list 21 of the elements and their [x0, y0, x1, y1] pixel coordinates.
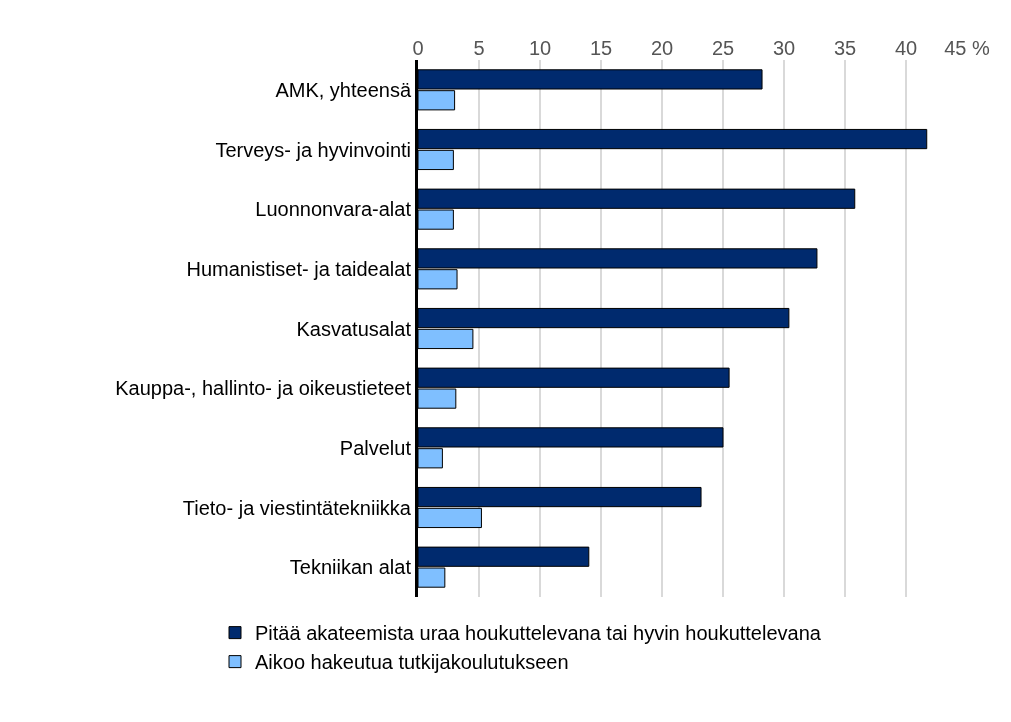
- y-tick-label: Palvelut: [339, 436, 412, 459]
- y-tick-label: Tieto- ja viestintätekniikka: [182, 496, 412, 519]
- x-tick-label: 35: [833, 37, 857, 59]
- x-tick-label: 40: [894, 37, 918, 59]
- y-tick-label: Luonnonvara-alat: [255, 198, 412, 221]
- y-tick-label: Humanistiset- ja taidealat: [186, 257, 412, 280]
- x-tick-label: 0: [412, 37, 424, 59]
- x-tick-label: 15: [589, 37, 613, 59]
- y-tick-label: Tekniikan alat: [289, 556, 412, 579]
- y-tick-label: AMK, yhteensä: [275, 78, 412, 101]
- legend-label: Pitää akateemista uraa houkuttelevana tai hyvin houkuttelevana: [255, 622, 822, 645]
- y-tick-label: Kasvatusalat: [296, 317, 412, 340]
- y-tick-label: Terveys- ja hyvinvointi: [215, 138, 411, 161]
- x-tick-label: 45 %: [944, 37, 991, 59]
- x-tick-label: 30: [772, 37, 796, 59]
- x-tick-label: 25: [711, 37, 735, 59]
- x-tick-label: 10: [528, 37, 552, 59]
- y-tick-label: Kauppa-, hallinto- ja oikeustieteet: [115, 377, 412, 400]
- x-tick-label: 5: [473, 37, 485, 59]
- x-tick-label: 20: [650, 37, 674, 59]
- legend-label: Aikoo hakeutua tutkijakoulutukseen: [255, 651, 569, 674]
